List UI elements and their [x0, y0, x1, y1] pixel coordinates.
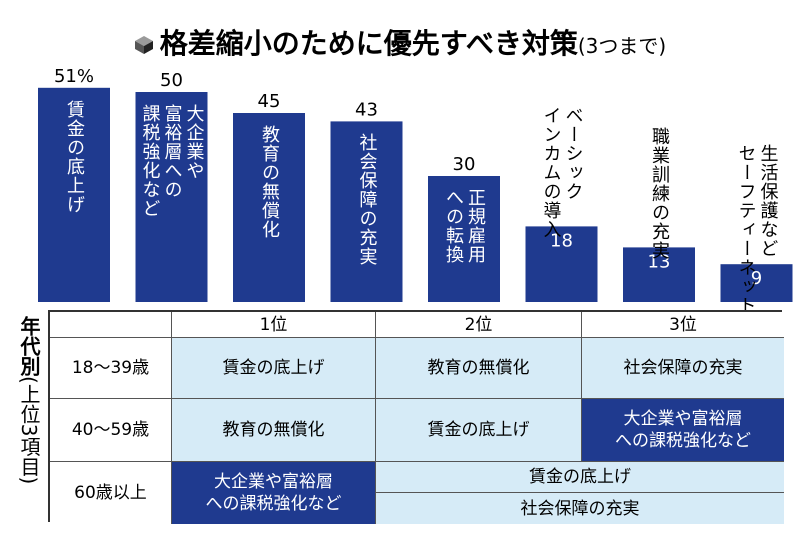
- category-label-4: 社会保障の充実: [356, 133, 378, 267]
- row3-rank1: 大企業や富裕層 への課税強化など: [172, 462, 376, 524]
- value-label-1: 51%: [54, 66, 94, 87]
- bar-4: [330, 121, 403, 303]
- cube-icon: [134, 36, 153, 54]
- rank-header-2: 2位: [376, 312, 582, 338]
- title-sub: (3つまで): [577, 34, 667, 58]
- row1-rank1: 賃金の底上げ: [172, 338, 376, 399]
- value-label-4: 43: [355, 99, 378, 120]
- bar-7: [623, 247, 695, 302]
- table-corner: [50, 312, 172, 338]
- value-label-2: 50: [160, 70, 183, 91]
- bar-8: [720, 264, 793, 302]
- rank-header-1: 1位: [172, 312, 376, 338]
- bar-2: [135, 92, 208, 302]
- bar-6: [525, 226, 598, 302]
- age-group-label-sub: (上位3項目): [17, 376, 41, 485]
- value-label-5: 30: [453, 154, 476, 175]
- row1-rank2: 教育の無償化: [376, 338, 582, 399]
- category-label-1: 賃金の底上げ: [64, 99, 85, 214]
- value-label-7: 13: [648, 251, 671, 272]
- title-main: 格差縮小のために優先すべき対策: [159, 27, 578, 60]
- category-label-8: 生活保護など セーフティーネット: [735, 144, 779, 316]
- age-group-label: 年代別(上位3項目): [14, 316, 44, 484]
- row2-rank3: 大企業や富裕層 への課税強化など: [582, 399, 784, 462]
- bar-1: [38, 87, 110, 302]
- age-group-label-main: 年代別: [17, 316, 41, 376]
- bar-chart: 51% 50 45 43 30 18 13 9: [38, 66, 793, 303]
- age-40-59: 40〜59歳: [50, 399, 172, 462]
- value-label-3: 45: [258, 91, 281, 112]
- category-label-3: 教育の無償化: [259, 125, 280, 239]
- category-label-6: ベーシック インカムの導入: [540, 106, 584, 240]
- value-label-6: 18: [550, 230, 573, 251]
- category-label-2: 大企業や 富裕層への 課税強化など: [139, 104, 205, 218]
- age-18-39: 18〜39歳: [50, 338, 172, 399]
- row2-rank2: 賃金の底上げ: [376, 399, 582, 462]
- rank-header-3: 3位: [582, 312, 784, 338]
- row3-rank2: 賃金の底上げ: [376, 462, 784, 493]
- row2-rank1: 教育の無償化: [172, 399, 376, 462]
- chart-title: 格差縮小のために優先すべき対策(3つまで): [0, 22, 800, 62]
- age-60-plus: 60歳以上: [50, 462, 172, 524]
- category-label-7: 職業訓練の充実: [649, 127, 670, 261]
- bar-5: [428, 176, 500, 302]
- value-label-8: 9: [751, 268, 762, 289]
- bar-3: [233, 113, 305, 302]
- category-label-5: 正規雇用 への転換: [443, 188, 486, 264]
- row1-rank3: 社会保障の充実: [582, 338, 784, 399]
- row3-rank3: 社会保障の充実: [376, 493, 784, 524]
- age-ranking-table: 1位 2位 3位 18〜39歳 賃金の底上げ 教育の無償化 社会保障の充実 40…: [48, 310, 784, 524]
